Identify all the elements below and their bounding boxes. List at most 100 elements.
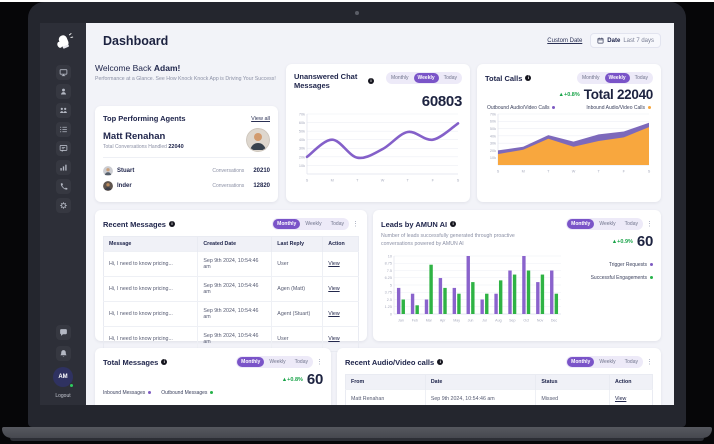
- legend-dot: [650, 276, 653, 280]
- svg-text:Oct: Oct: [523, 319, 529, 323]
- view-link[interactable]: View: [328, 286, 340, 292]
- svg-text:S: S: [648, 170, 651, 174]
- svg-text:20k: 20k: [490, 149, 496, 153]
- info-icon[interactable]: i: [368, 78, 374, 84]
- online-status-dot: [69, 383, 74, 388]
- toggle-monthly[interactable]: Monthly: [581, 75, 600, 81]
- total-calls-title: Total Calls i: [485, 74, 532, 83]
- table-cell: View: [322, 326, 359, 352]
- sidebar-item-team[interactable]: [55, 103, 71, 118]
- svg-text:7.5: 7.5: [387, 269, 392, 273]
- gear-icon: [59, 202, 67, 209]
- column-header: Date: [425, 374, 537, 390]
- legend-item: Inbound Messages: [103, 390, 152, 396]
- kebab-menu[interactable]: ⋮: [352, 220, 359, 228]
- leads-title: Leads by AMUN AI i: [381, 220, 457, 229]
- view-all-link[interactable]: View all: [251, 115, 270, 122]
- toggle-monthly[interactable]: Monthly: [273, 219, 301, 229]
- toggle-today[interactable]: Today: [443, 75, 457, 81]
- svg-text:Jul: Jul: [482, 319, 487, 323]
- toggle-weekly[interactable]: Weekly: [599, 221, 616, 227]
- table-cell: Sep 9th 2024, 10:54:46 am: [197, 251, 273, 277]
- info-icon[interactable]: i: [168, 221, 175, 227]
- custom-date-link[interactable]: Custom Date: [547, 37, 583, 44]
- svg-text:Mar: Mar: [426, 319, 433, 323]
- list-icon: [59, 126, 67, 133]
- svg-text:0: 0: [390, 312, 392, 316]
- legend-dot: [650, 263, 653, 267]
- toggle-weekly[interactable]: Weekly: [305, 221, 322, 227]
- toggle-monthly[interactable]: Monthly: [237, 357, 265, 367]
- team-icon: [59, 107, 67, 114]
- table-header-row: Message Created Date Last Reply Action: [103, 236, 359, 252]
- toggle-weekly[interactable]: Weekly: [413, 73, 439, 83]
- toggle-weekly[interactable]: Weekly: [269, 359, 286, 365]
- table-cell: Matt Renahan: [345, 389, 426, 405]
- sidebar-item-chat[interactable]: [55, 141, 71, 156]
- logout-label[interactable]: Logout: [55, 393, 71, 399]
- total-calls-value: Total 22040: [583, 87, 654, 102]
- sidebar-item-dashboard[interactable]: [55, 65, 71, 80]
- period-toggle: Monthly Weekly Today: [566, 218, 643, 230]
- svg-text:Dec: Dec: [551, 319, 558, 323]
- agent-metric-label: Conversations: [212, 182, 245, 189]
- phone-icon: [60, 183, 67, 190]
- agent-name: Inder: [117, 182, 132, 189]
- toggle-today[interactable]: Today: [634, 75, 648, 81]
- user-icon: [60, 88, 66, 95]
- sidebar-item-analytics[interactable]: [55, 160, 71, 175]
- kebab-menu[interactable]: ⋮: [646, 220, 653, 228]
- info-icon[interactable]: i: [161, 359, 168, 365]
- svg-text:T: T: [356, 179, 359, 183]
- agent-row[interactable]: Stuart Conversations 20210: [103, 163, 270, 178]
- table-cell: Agen (Matt): [271, 276, 324, 302]
- sidebar-item-settings[interactable]: [55, 198, 71, 213]
- toggle-today[interactable]: Today: [330, 221, 344, 227]
- column-header: Last Reply: [271, 236, 324, 252]
- toggle-weekly[interactable]: Weekly: [599, 359, 616, 365]
- recent-messages-table: Message Created Date Last Reply Action H…: [103, 236, 359, 352]
- toggle-monthly[interactable]: Monthly: [390, 75, 409, 81]
- period-toggle: Monthly Weekly Today: [272, 218, 349, 230]
- view-link[interactable]: View: [328, 261, 340, 267]
- total-calls-card: Total Calls i Monthly Weekly Today ▲+0.8% T…: [477, 64, 661, 202]
- sidebar-item-messages[interactable]: [55, 325, 71, 340]
- info-icon[interactable]: i: [525, 75, 532, 81]
- info-icon[interactable]: i: [450, 221, 457, 227]
- toggle-monthly[interactable]: Monthly: [567, 219, 595, 229]
- svg-text:40k: 40k: [490, 134, 496, 138]
- bar-chart-icon: [59, 164, 67, 171]
- period-toggle: Monthly Weekly Today: [385, 72, 462, 84]
- agent-row[interactable]: Inder Conversations 12820: [103, 178, 270, 193]
- table-cell: View: [322, 276, 359, 302]
- column-header: Action: [322, 236, 359, 252]
- unanswered-card-title: Unanswered Chat Messages i: [294, 72, 374, 90]
- sidebar-item-profile[interactable]: [55, 84, 71, 99]
- kebab-menu[interactable]: ⋮: [646, 358, 653, 366]
- camera-dot: [355, 11, 359, 15]
- view-link[interactable]: View: [615, 396, 627, 402]
- view-link[interactable]: View: [328, 311, 340, 317]
- date-range-picker[interactable]: Date Last 7 days: [590, 33, 661, 48]
- kebab-menu[interactable]: ⋮: [316, 358, 323, 366]
- total-messages-legend: Inbound Messages Outbound Messages: [103, 390, 323, 396]
- date-label: Date: [607, 37, 621, 44]
- table-row: Hi, I need to know pricing... Sep 9th 202…: [103, 326, 359, 352]
- toggle-weekly[interactable]: Weekly: [604, 73, 630, 83]
- toggle-today[interactable]: Today: [624, 359, 638, 365]
- toggle-today[interactable]: Today: [294, 359, 308, 365]
- sidebar-item-calls[interactable]: [55, 179, 71, 194]
- top-performing-agents-card: Top Performing Agents View all Matt Rena…: [95, 106, 278, 202]
- toggle-monthly[interactable]: Monthly: [567, 357, 595, 367]
- legend-item: Inbound Audio/Video Calls: [586, 105, 651, 111]
- laptop-frame: AM Logout Dashboard Custom Date Date: [28, 2, 686, 427]
- svg-text:6.25: 6.25: [385, 276, 392, 280]
- toggle-today[interactable]: Today: [624, 221, 638, 227]
- recent-messages-title: Recent Messages i: [103, 220, 175, 229]
- view-link[interactable]: View: [328, 336, 340, 342]
- sidebar-item-list[interactable]: [55, 122, 71, 137]
- svg-text:50k: 50k: [299, 130, 305, 134]
- sidebar-item-notifications[interactable]: [55, 346, 71, 361]
- info-icon[interactable]: i: [437, 359, 444, 365]
- user-avatar[interactable]: AM: [53, 367, 74, 388]
